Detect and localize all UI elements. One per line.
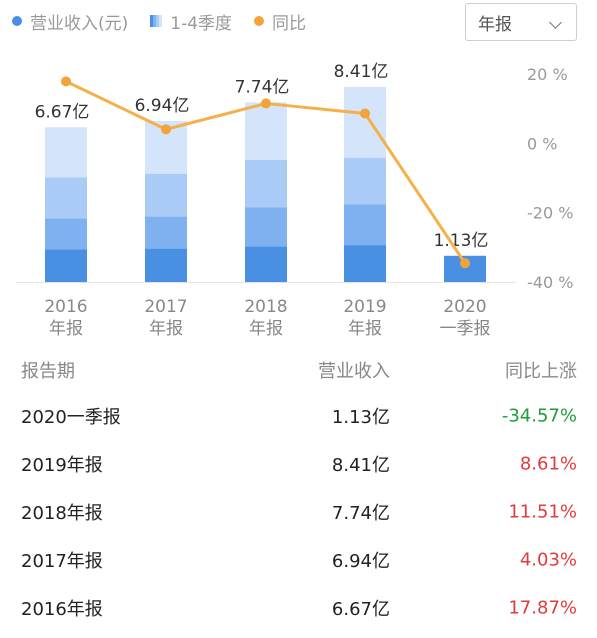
row-revenue: 6.94亿	[331, 551, 390, 572]
row-revenue: 7.74亿	[331, 503, 390, 524]
bar-value-label: 8.41亿	[334, 62, 389, 82]
table-header: 报告期 营业收入 同比上涨	[0, 348, 597, 392]
bar-value-label: 6.67亿	[35, 102, 90, 122]
bar-segment-q1	[145, 248, 187, 282]
legend-revenue-label: 营业收入(元)	[30, 13, 129, 34]
x-tick-label: 年报	[149, 319, 183, 339]
x-tick-label: 年报	[249, 319, 283, 339]
row-yoy: 17.87%	[508, 597, 577, 619]
table-row[interactable]: 2017年报 6.94亿 4.03%	[0, 536, 597, 584]
row-period: 2016年报	[21, 599, 103, 620]
bar-segment-q2	[45, 218, 87, 250]
legend-yoy[interactable]: 同比	[254, 9, 306, 34]
row-revenue: 1.13亿	[331, 407, 390, 428]
chart-legend: 营业收入(元) 1-4季度 同比	[12, 8, 306, 34]
revenue-chart: 6.67亿2016年报6.94亿2017年报7.74亿2018年报8.41亿20…	[16, 62, 573, 339]
row-yoy: -34.57%	[501, 405, 577, 427]
row-period: 2017年报	[21, 551, 103, 572]
bar-value-label: 6.94亿	[135, 96, 190, 116]
header-revenue: 营业收入	[318, 361, 390, 382]
period-select-value: 年报	[478, 14, 512, 35]
bar-segment-q3	[145, 173, 187, 217]
bar-segment-q4	[344, 86, 386, 158]
legend-yoy-label: 同比	[272, 13, 307, 34]
y-right-tick-label: 20 %	[527, 65, 568, 84]
bar-segment-q3	[245, 159, 287, 208]
legend-quarters-label: 1-4季度	[170, 13, 233, 34]
quarter-swatch-icon	[150, 15, 163, 27]
bar-segment-q3	[45, 177, 87, 219]
bar-value-label: 1.13亿	[434, 231, 489, 251]
y-right-tick-label: -20 %	[527, 204, 573, 223]
x-tick-label: 2017	[144, 297, 187, 317]
header-period: 报告期	[21, 361, 75, 382]
bar-segment-q4	[245, 102, 287, 160]
row-yoy: 4.03%	[519, 549, 577, 571]
row-revenue: 6.67亿	[331, 599, 390, 620]
yoy-point	[261, 98, 271, 109]
legend-revenue[interactable]: 营业收入(元)	[12, 9, 128, 34]
bar-value-label: 7.74亿	[235, 77, 290, 97]
bar-segment-q2	[344, 204, 386, 246]
header-yoy: 同比上涨	[505, 361, 577, 382]
x-tick-label: 年报	[49, 319, 83, 339]
yoy-point	[61, 76, 71, 87]
revenue-table: 报告期 营业收入 同比上涨 2020一季报 1.13亿 -34.57% 2019…	[0, 348, 597, 632]
x-tick-label: 2020	[443, 297, 486, 317]
row-revenue: 8.41亿	[331, 455, 390, 476]
row-period: 2019年报	[21, 455, 103, 476]
yoy-dot-icon	[254, 16, 265, 26]
chevron-down-icon	[549, 16, 562, 29]
table-row[interactable]: 2020一季报 1.13亿 -34.57%	[0, 392, 597, 440]
x-tick-label: 2019	[343, 297, 386, 317]
table-row[interactable]: 2018年报 7.74亿 11.51%	[0, 488, 597, 536]
yoy-point	[161, 124, 171, 135]
row-yoy: 8.61%	[519, 453, 577, 475]
table-row[interactable]: 2016年报 6.67亿 17.87%	[0, 584, 597, 632]
bar-segment-q2	[145, 216, 187, 249]
bar-segment-q1	[344, 245, 386, 282]
y-right-tick-label: 0 %	[527, 134, 557, 153]
bar-segment-q4	[45, 127, 87, 178]
yoy-point	[460, 258, 470, 269]
table-row[interactable]: 2019年报 8.41亿 8.61%	[0, 440, 597, 488]
row-yoy: 11.51%	[508, 501, 577, 523]
yoy-point	[360, 108, 370, 119]
x-tick-label: 2018	[244, 297, 287, 317]
x-tick-label: 2016	[44, 297, 87, 317]
bar-segment-q1	[45, 249, 87, 282]
period-select[interactable]: 年报	[465, 3, 577, 41]
row-period: 2018年报	[21, 503, 103, 524]
legend-quarters[interactable]: 1-4季度	[150, 9, 232, 34]
row-period: 2020一季报	[21, 407, 121, 428]
bar-segment-q1	[245, 246, 287, 282]
bar-segment-q2	[245, 207, 287, 247]
y-right-tick-label: -40 %	[527, 273, 573, 292]
bar-segment-q3	[344, 157, 386, 205]
revenue-dot-icon	[12, 16, 22, 26]
x-tick-label: 一季报	[440, 319, 491, 339]
x-tick-label: 年报	[348, 319, 382, 339]
